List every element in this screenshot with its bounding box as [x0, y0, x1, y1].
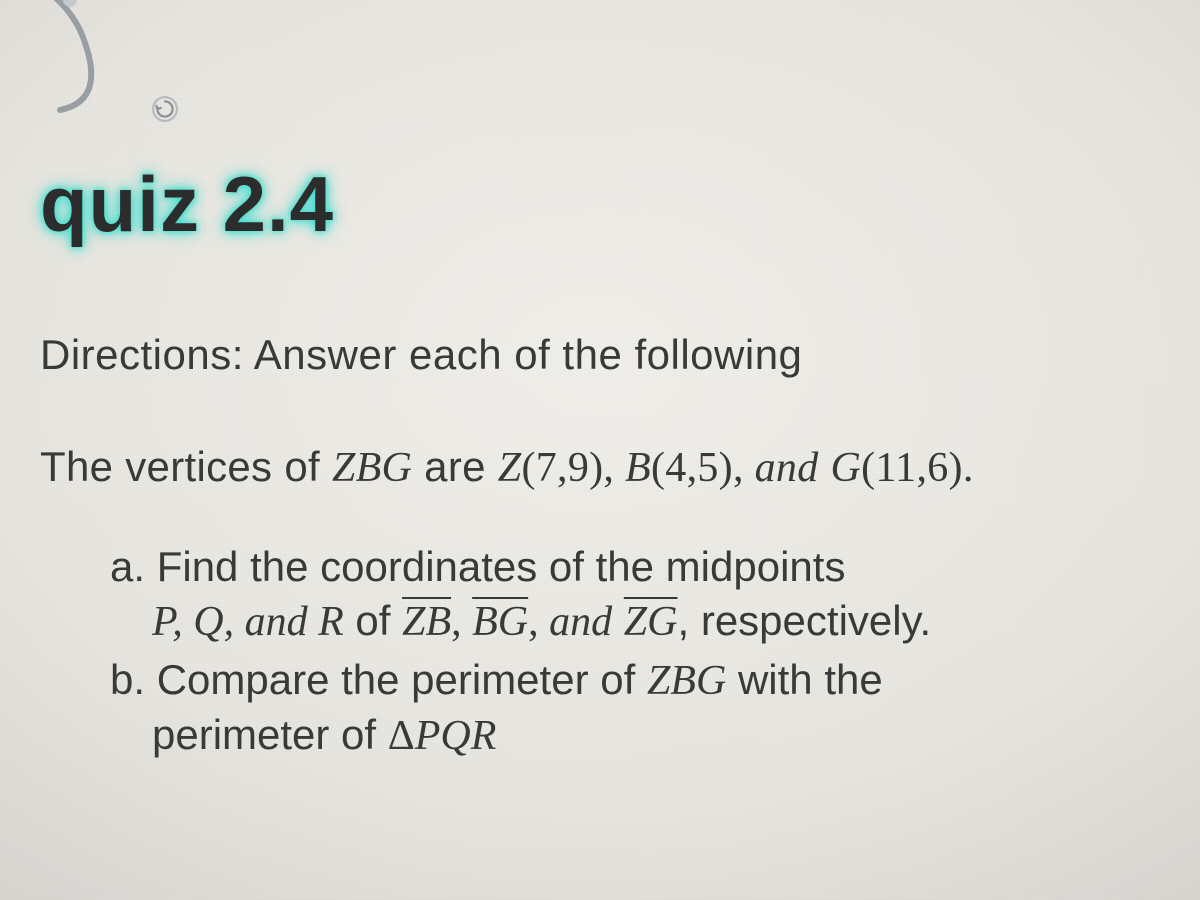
- subparts: a. Find the coordinates of the midpoints…: [110, 543, 1160, 760]
- vertex-z-coords: (7,9): [521, 445, 603, 491]
- vertex-g-coords: (11,6): [861, 445, 963, 491]
- part-a: a. Find the coordinates of the midpoints: [110, 543, 1160, 591]
- vertex-b-coords: (4,5): [651, 445, 733, 491]
- problem-period: .: [963, 445, 974, 491]
- problem-lead: The vertices of: [40, 443, 320, 490]
- part-b-line2a: perimeter of: [152, 711, 376, 758]
- and-word-2: and: [549, 599, 612, 645]
- part-a-label: a.: [110, 543, 145, 590]
- part-a-tail: , respectively.: [678, 597, 932, 644]
- quiz-content: quiz 2.4 Directions: Answer each of the …: [40, 165, 1160, 766]
- directions-label: Directions:: [40, 331, 244, 378]
- part-b-label: b.: [110, 656, 145, 703]
- triangle-zbg: ZBG: [332, 445, 412, 491]
- midpoints-pqr: P, Q, and R: [152, 599, 344, 645]
- seg-comma1: ,: [451, 599, 472, 645]
- part-b: b. Compare the perimeter of ZBG with the: [110, 656, 1160, 705]
- directions-text: Answer each of the following: [254, 331, 803, 378]
- seg-comma2: ,: [528, 599, 549, 645]
- problem-statement: The vertices of ZBG are Z(7,9), B(4,5), …: [40, 439, 1160, 497]
- vertex-g-label: G: [830, 445, 861, 491]
- problem-mid: are: [424, 443, 486, 490]
- comma2: ,: [733, 445, 755, 491]
- quiz-title: quiz 2.4: [40, 165, 334, 243]
- vertex-b-label: B: [625, 445, 651, 491]
- refresh-icon: [152, 96, 178, 122]
- triangle-pqr: PQR: [415, 713, 497, 759]
- part-b-line2: perimeter of ΔPQR: [152, 711, 1160, 760]
- part-b-line1b: with the: [738, 656, 883, 703]
- directions-line: Directions: Answer each of the following: [40, 331, 1160, 379]
- and-word-1: and: [755, 445, 819, 491]
- part-a-line1: Find the coordinates of the midpoints: [157, 543, 846, 590]
- segment-zb: ZB: [402, 599, 451, 645]
- top-chrome-decoration: [0, 0, 240, 140]
- part-a-line2: P, Q, and R of ZB, BG, and ZG, respectiv…: [152, 597, 1160, 646]
- triangle-zbg-2: ZBG: [647, 658, 726, 704]
- part-b-line1a: Compare the perimeter of: [157, 656, 636, 703]
- comma1: ,: [603, 445, 625, 491]
- vertex-z-label: Z: [498, 445, 522, 491]
- part-a-of: of: [355, 597, 390, 644]
- segment-zg: ZG: [624, 599, 678, 645]
- segment-bg: BG: [472, 599, 528, 645]
- delta-symbol: Δ: [388, 713, 415, 759]
